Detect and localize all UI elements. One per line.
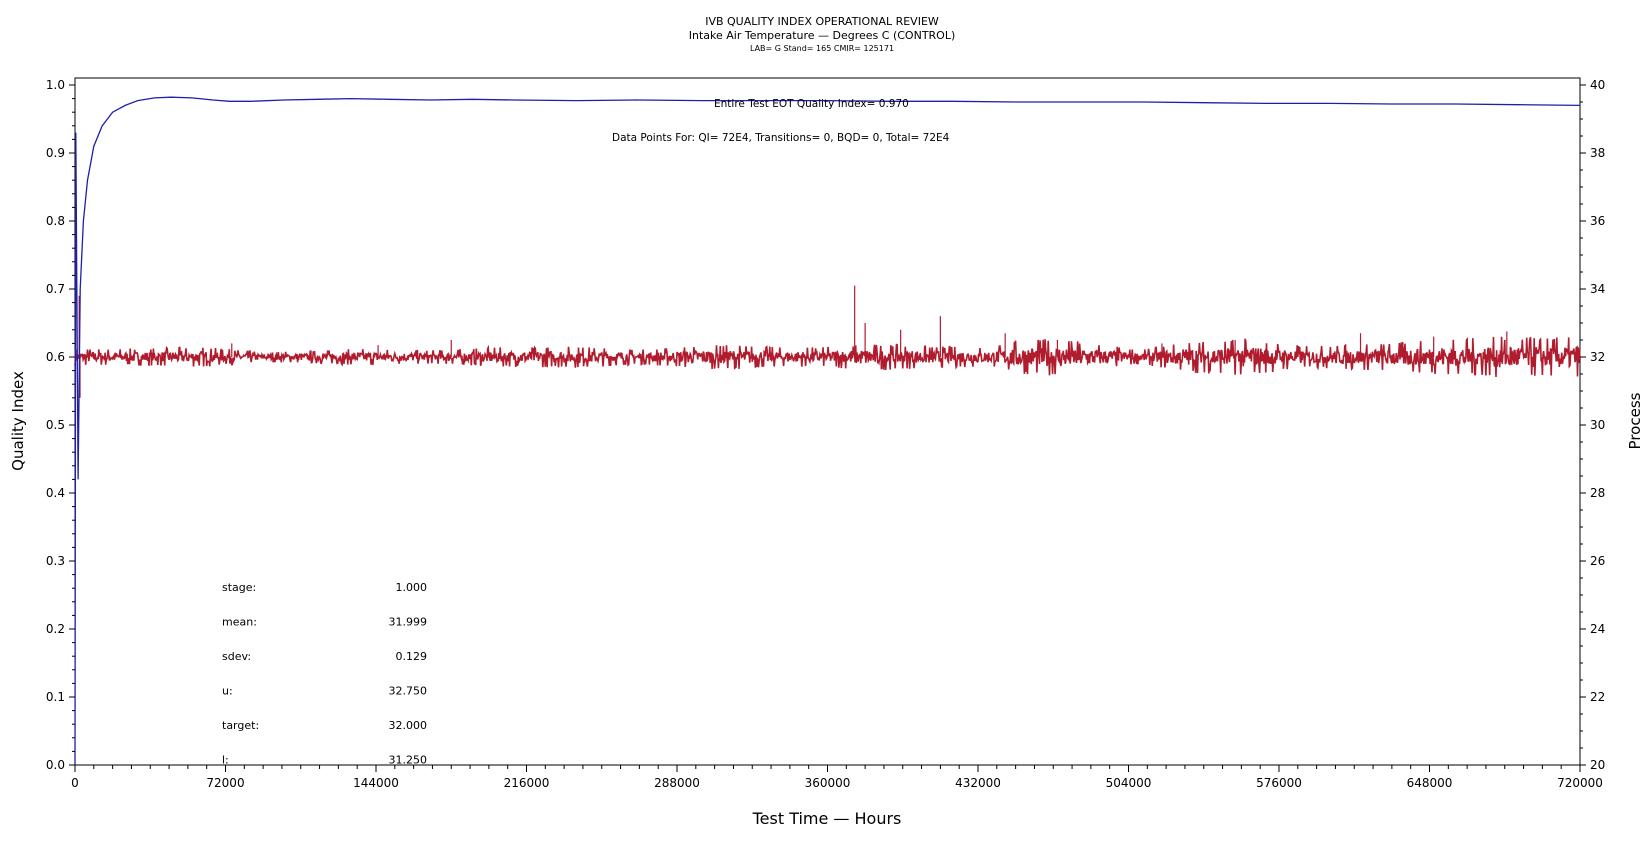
stat-label: l:	[222, 754, 229, 767]
x-axis-label: Test Time — Hours	[752, 809, 902, 828]
x-tick-label: 504000	[1106, 776, 1152, 790]
y-tick-label: 0.4	[46, 486, 65, 500]
x-tick-label: 720000	[1557, 776, 1603, 790]
y2-tick-label: 36	[1590, 214, 1605, 228]
x-tick-label: 648000	[1407, 776, 1453, 790]
y-tick-label: 0.2	[46, 622, 65, 636]
chart-title: IVB QUALITY INDEX OPERATIONAL REVIEW	[705, 15, 939, 28]
stat-label: target:	[222, 719, 259, 732]
stat-value: 31.999	[389, 616, 428, 629]
x-tick-label: 432000	[955, 776, 1001, 790]
y-axis-label: Quality Index	[9, 371, 27, 471]
chart-subtitle: Intake Air Temperature — Degrees C (CONT…	[689, 29, 956, 42]
stat-value: 32.750	[389, 685, 428, 698]
y2-tick-label: 40	[1590, 78, 1605, 92]
x-tick-label: 576000	[1256, 776, 1302, 790]
y2-tick-label: 24	[1590, 622, 1605, 636]
y-tick-label: 0.0	[46, 758, 65, 772]
y2-tick-label: 20	[1590, 758, 1605, 772]
x-tick-label: 288000	[654, 776, 700, 790]
x-tick-label: 216000	[504, 776, 550, 790]
y-tick-label: 0.5	[46, 418, 65, 432]
stat-value: 31.250	[389, 754, 428, 767]
y2-axis-label: Process	[1626, 392, 1644, 449]
data-points-annotation: Data Points For: QI= 72E4, Transitions= …	[612, 132, 950, 144]
stat-label: mean:	[222, 616, 257, 629]
series-layer	[74, 96, 1581, 766]
stat-value: 0.129	[396, 650, 428, 663]
axes-layer: 0.0 0.1 0.2 0.3 0.4 0.5 0.6 0.7 0.8 0.9 1.0 20 22 24 2…	[46, 78, 1605, 790]
y2-tick-label: 30	[1590, 418, 1605, 432]
stat-value: 1.000	[396, 581, 428, 594]
stat-label: sdev:	[222, 650, 251, 663]
plot-frame	[74, 77, 1581, 766]
x-tick-label: 72000	[206, 776, 244, 790]
y2-tick-label: 38	[1590, 146, 1605, 160]
y-tick-label: 0.1	[46, 690, 65, 704]
eot-annotation: Entire Test EOT Quality Index= 0.970	[714, 98, 909, 110]
y-tick-label: 0.6	[46, 350, 65, 364]
x-tick-label: 144000	[353, 776, 399, 790]
y-tick-label: 0.8	[46, 214, 65, 228]
y2-tick-label: 22	[1590, 690, 1605, 704]
y-tick-label: 0.3	[46, 554, 65, 568]
x-tick-label: 0	[71, 776, 79, 790]
y-tick-label: 0.7	[46, 282, 65, 296]
y2-tick-label: 28	[1590, 486, 1605, 500]
stat-label: u:	[222, 685, 233, 698]
stat-label: stage:	[222, 581, 256, 594]
x-tick-label: 360000	[805, 776, 851, 790]
y-tick-label: 0.9	[46, 146, 65, 160]
process-series-line	[74, 336, 1581, 378]
quality-index-line	[74, 96, 1581, 766]
y2-tick-label: 34	[1590, 282, 1605, 296]
stats-block: stage: 1.000 mean: 31.999 sdev: 0.129 u: 32.750…	[222, 581, 427, 767]
chart-subtitle-2: LAB= G Stand= 165 CMIR= 125171	[750, 44, 894, 53]
y2-tick-label: 26	[1590, 554, 1605, 568]
stat-value: 32.000	[389, 719, 428, 732]
y-tick-label: 1.0	[46, 78, 65, 92]
y2-tick-label: 32	[1590, 350, 1605, 364]
